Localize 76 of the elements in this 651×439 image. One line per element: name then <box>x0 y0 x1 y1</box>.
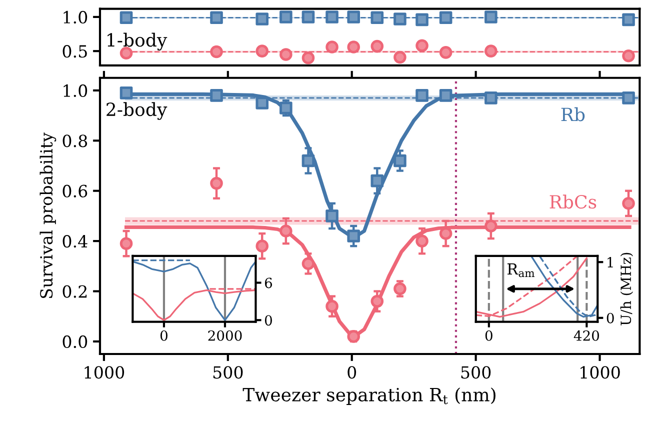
point <box>120 86 133 100</box>
y-tick-label: 1.0 <box>64 10 88 24</box>
point <box>370 294 384 308</box>
point <box>484 44 498 58</box>
point <box>302 257 315 270</box>
point <box>439 11 452 24</box>
point <box>280 10 292 24</box>
x-tick-label: 500 <box>213 366 243 379</box>
point <box>120 237 133 250</box>
x-tick-label: 420 <box>574 330 600 341</box>
point <box>256 96 269 110</box>
point <box>622 13 635 26</box>
x-axis-title: Tweezer separation R$_{t}$ (nm) <box>242 388 496 405</box>
y-tick-label: 0.6 <box>62 184 88 198</box>
point <box>120 11 133 24</box>
point <box>210 89 223 102</box>
point <box>394 154 406 168</box>
point <box>280 224 292 238</box>
y-tick-label: 0.0 <box>62 335 88 348</box>
point <box>394 12 406 26</box>
point <box>280 48 292 61</box>
point <box>302 10 315 24</box>
point <box>370 11 384 24</box>
point <box>484 220 498 232</box>
x-tick-label: 2000 <box>208 330 242 341</box>
y-tick-label: 0.8 <box>62 134 88 148</box>
point <box>416 89 428 102</box>
point <box>256 44 269 58</box>
x-tick-label: 0 <box>160 330 168 341</box>
annotation: R$_{am}$ <box>507 263 534 278</box>
point <box>416 234 428 248</box>
point <box>347 230 360 242</box>
x-tick-label: 0 <box>485 330 492 341</box>
x-tick-label: 1000 <box>580 366 620 379</box>
point <box>210 176 223 190</box>
point <box>280 102 292 114</box>
point <box>622 92 635 104</box>
y-tick-label: 0.4 <box>62 235 88 248</box>
point <box>622 196 635 210</box>
y-tick-label: 1 <box>608 257 613 268</box>
point <box>484 92 498 104</box>
point <box>439 46 452 59</box>
y-tick-label: 0.2 <box>62 285 87 298</box>
point <box>210 11 223 24</box>
x-tick-label: 0 <box>348 366 356 379</box>
y-tick-label: 0.5 <box>62 45 87 58</box>
point <box>326 40 338 54</box>
point <box>326 10 338 24</box>
point <box>439 89 452 102</box>
point <box>210 45 223 58</box>
x-tick-label: 1000 <box>84 366 124 379</box>
point <box>302 52 315 64</box>
point <box>439 227 452 240</box>
annotation: 1-body <box>108 32 168 50</box>
point <box>302 154 315 168</box>
y-axis-title: U/h (MHz) <box>620 252 634 326</box>
point <box>416 39 428 52</box>
y-axis-title: Survival probability <box>40 132 56 298</box>
point <box>347 40 360 54</box>
point <box>326 210 338 222</box>
point <box>484 10 498 24</box>
text: Rb <box>561 107 585 122</box>
point <box>326 300 338 313</box>
y-tick-label: 1.0 <box>64 84 88 97</box>
x-tick-label: 500 <box>461 366 491 379</box>
point <box>256 240 269 252</box>
y-tick-label: 6 <box>264 278 272 288</box>
point <box>370 174 384 188</box>
annotation: 2-body <box>106 102 168 120</box>
point <box>347 10 360 24</box>
point <box>394 50 406 64</box>
point <box>370 40 384 53</box>
point <box>256 12 269 26</box>
point <box>416 13 428 26</box>
point <box>622 49 635 62</box>
series-label: RbCs <box>550 194 596 209</box>
